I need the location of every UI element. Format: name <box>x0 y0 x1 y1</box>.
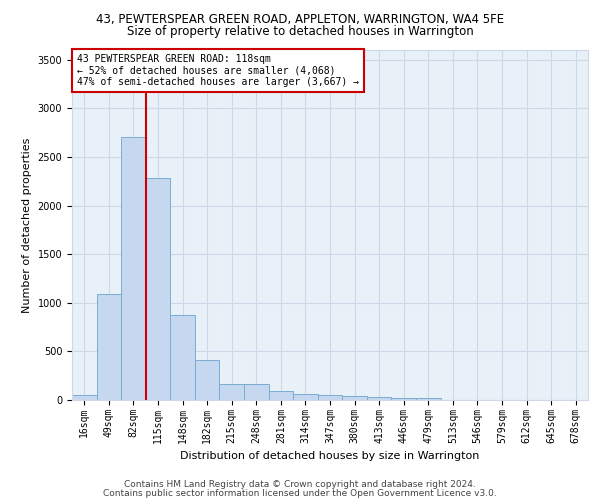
Text: 43 PEWTERSPEAR GREEN ROAD: 118sqm
← 52% of detached houses are smaller (4,068)
4: 43 PEWTERSPEAR GREEN ROAD: 118sqm ← 52% … <box>77 54 359 86</box>
Bar <box>220 384 244 400</box>
Bar <box>170 315 195 400</box>
Bar <box>367 397 391 400</box>
Bar <box>391 398 416 400</box>
Bar <box>293 394 318 400</box>
Bar <box>318 394 342 400</box>
Bar <box>269 391 293 400</box>
Text: Size of property relative to detached houses in Warrington: Size of property relative to detached ho… <box>127 25 473 38</box>
Text: Contains public sector information licensed under the Open Government Licence v3: Contains public sector information licen… <box>103 488 497 498</box>
Bar <box>121 136 146 400</box>
Bar <box>244 384 269 400</box>
Y-axis label: Number of detached properties: Number of detached properties <box>22 138 32 312</box>
Bar <box>416 398 440 400</box>
Bar <box>146 178 170 400</box>
Text: 43, PEWTERSPEAR GREEN ROAD, APPLETON, WARRINGTON, WA4 5FE: 43, PEWTERSPEAR GREEN ROAD, APPLETON, WA… <box>96 12 504 26</box>
Bar <box>97 294 121 400</box>
X-axis label: Distribution of detached houses by size in Warrington: Distribution of detached houses by size … <box>181 451 479 461</box>
Text: Contains HM Land Registry data © Crown copyright and database right 2024.: Contains HM Land Registry data © Crown c… <box>124 480 476 489</box>
Bar <box>72 394 97 400</box>
Bar <box>195 360 220 400</box>
Bar <box>342 396 367 400</box>
